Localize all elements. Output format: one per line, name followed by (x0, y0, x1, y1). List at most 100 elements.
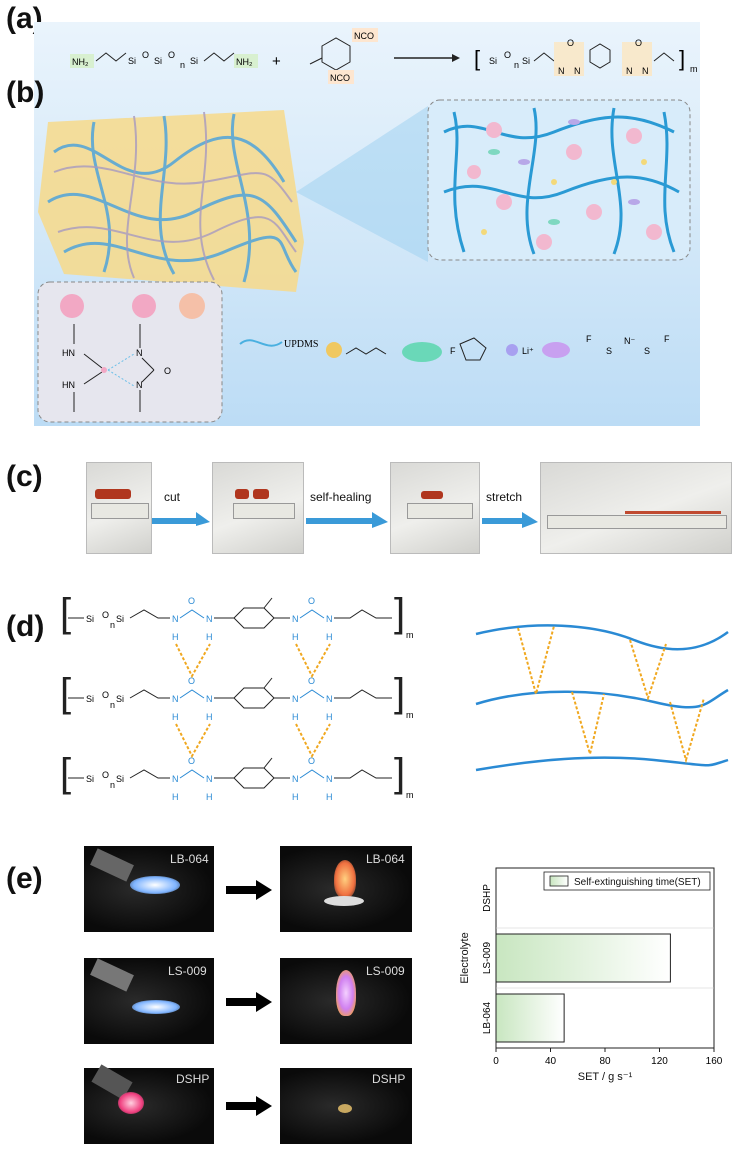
arrow-right-icon (226, 992, 272, 1012)
tfsi-n: N⁻ (624, 336, 635, 346)
x-axis-label: SET / g s⁻¹ (578, 1071, 633, 1083)
y-axis-label: Electrolyte (459, 932, 471, 983)
photo-original (86, 462, 152, 554)
legend-box (543, 871, 711, 891)
photo-label: LB-064 (366, 852, 405, 866)
n-atom: N (558, 66, 565, 76)
tfsi-s: S (644, 346, 650, 356)
repeat-n: n (110, 620, 115, 630)
amine-left: NH₂ (72, 57, 89, 67)
h-atom: H (326, 792, 333, 802)
urea-hn: HN (62, 348, 75, 358)
h-atom: H (206, 792, 213, 802)
si-atom: Si (190, 56, 198, 66)
si-atom: Si (116, 774, 124, 784)
bar-lb-064 (495, 993, 565, 1043)
svg-text:]: ] (394, 751, 405, 795)
repeat-n: n (110, 780, 115, 790)
legend-entry: Self-extinguishing time(SET) (574, 877, 701, 888)
n-atom: N (206, 774, 213, 784)
o-atom: O (188, 676, 195, 686)
nco-bottom: NCO (330, 73, 350, 83)
n-atom: N (292, 694, 299, 704)
n-atom: N (206, 694, 213, 704)
repeat-n: n (180, 60, 185, 70)
o-atom: O (102, 770, 109, 780)
set-bar-chart: DSHP LS-009 LB-064 0 40 80 120 160 Self-exting… (459, 867, 723, 1083)
amine-right: NH₂ (236, 57, 253, 67)
bar-ls-009 (495, 933, 671, 983)
plus-sign: + (272, 53, 281, 70)
svg-text:[: [ (60, 596, 71, 635)
arrow-self-healing (306, 512, 388, 528)
legend-swatch (549, 875, 569, 887)
panel-label-b: (b) (6, 76, 45, 109)
tfsi-f: F (586, 334, 592, 344)
repeat-m: m (690, 64, 698, 74)
h-atom: H (206, 712, 213, 722)
panel-label-c: (c) (6, 460, 43, 493)
h-atom: H (326, 712, 333, 722)
si-atom: Si (86, 694, 94, 704)
y-tick-label: LS-009 (482, 941, 493, 974)
zoom-inset (427, 99, 691, 261)
h-atom: H (292, 712, 299, 722)
o-atom: O (168, 50, 175, 60)
tfsi-s: S (606, 346, 612, 356)
reaction-scheme: NH₂ Si O Si O n Si NH₂ + NCO NCO [ Si O … (70, 28, 698, 84)
y-tick-label: DSHP (482, 884, 493, 912)
svg-text:[: [ (60, 751, 71, 795)
o-atom: O (102, 610, 109, 620)
x-tick-label: 160 (706, 1056, 723, 1067)
x-tick-label: 80 (599, 1056, 611, 1067)
o-atom: O (567, 38, 574, 48)
n-atom: N (172, 614, 179, 624)
step-stretch-label: stretch (486, 490, 523, 504)
photo-cut (212, 462, 304, 554)
h-atom: H (206, 632, 213, 642)
si-atom: Si (128, 56, 136, 66)
photo-label: LS-009 (168, 964, 207, 978)
legend-li: Li⁺ (522, 346, 534, 356)
flame-photo-lb064-burning (280, 846, 412, 932)
n-atom: N (172, 694, 179, 704)
step-cut-label: cut (164, 490, 181, 504)
svg-text:[: [ (60, 671, 71, 715)
svg-text:[: [ (474, 46, 480, 71)
svg-text:]: ] (394, 596, 405, 635)
legend-updms: UPDMS (284, 339, 318, 350)
o-atom: O (102, 690, 109, 700)
si-atom: Si (116, 614, 124, 624)
fec-f: F (450, 346, 456, 356)
n-atom: N (626, 66, 633, 76)
photo-label: LB-064 (170, 852, 209, 866)
hbond-inset (37, 281, 223, 423)
flame-photo-dshp-extinguished (280, 1068, 412, 1144)
o-atom: O (142, 50, 149, 60)
repeat-n: n (110, 700, 115, 710)
network-illustration: HN HN N N O UPDMS F Li⁺ F S N⁻ S F (37, 99, 691, 423)
o-atom: O (188, 756, 195, 766)
o-atom: O (308, 676, 315, 686)
hbond-schematic-chains (475, 624, 729, 772)
photo-healed (390, 462, 480, 554)
photo-stretched (540, 462, 732, 554)
svg-text:]: ] (394, 671, 405, 715)
urea-o: O (164, 366, 171, 376)
urea-hn: HN (62, 380, 75, 390)
arrow-right-icon (226, 1096, 272, 1116)
photo-label: LS-009 (366, 964, 405, 978)
o-atom: O (308, 596, 315, 606)
step-self-healing-label: self-healing (310, 490, 372, 504)
o-atom: O (188, 596, 195, 606)
hbond-chemical-structure: [ Si O n Si N H O N H N H O N H ] m (60, 596, 414, 802)
n-atom: N (574, 66, 581, 76)
repeat-m: m (406, 630, 414, 640)
arrow-cut (152, 512, 210, 526)
n-atom: N (326, 694, 333, 704)
h-atom: H (172, 632, 179, 642)
si-atom: Si (86, 614, 94, 624)
o-atom: O (308, 756, 315, 766)
x-tick-label: 0 (493, 1056, 499, 1067)
si-atom: Si (86, 774, 94, 784)
